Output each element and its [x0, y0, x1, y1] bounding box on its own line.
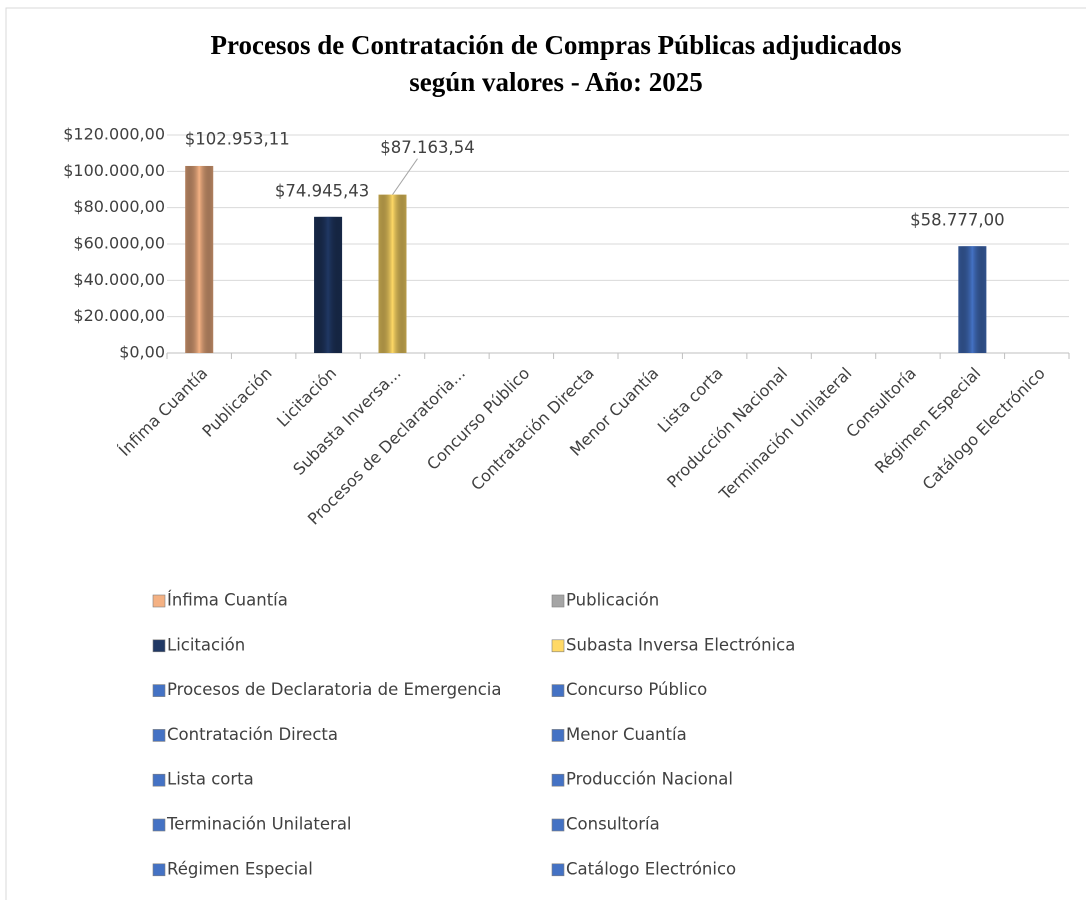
chart-frame [5, 7, 1086, 900]
legend-swatch [152, 729, 166, 742]
legend-label: Contratación Directa [167, 725, 338, 744]
y-tick-label: $80.000,00 [73, 197, 165, 216]
legend-swatch [551, 594, 565, 608]
data-label: $87.163,54 [380, 138, 474, 157]
x-tick-label: Catálogo Electrónico [919, 364, 1049, 494]
legend-swatch [551, 773, 565, 787]
bar-shade [378, 194, 407, 353]
y-tick-label: $60.000,00 [73, 234, 165, 253]
y-tick-label: $100.000,00 [63, 161, 165, 180]
legend-swatch [551, 729, 565, 742]
legend-swatch [152, 863, 166, 877]
legend-swatch [551, 818, 565, 832]
legend-label: Consultoría [566, 815, 660, 834]
legend-label: Concurso Público [566, 680, 707, 699]
legend-swatch [152, 773, 166, 787]
legend-label: Régimen Especial [167, 859, 313, 878]
data-label: $74.945,43 [275, 181, 369, 200]
x-tick-label: Terminación Unilateral [715, 364, 856, 505]
legend-label: Catálogo Electrónico [566, 859, 736, 878]
legend-label: Menor Cuantía [566, 725, 687, 744]
y-tick-label: $20.000,00 [73, 306, 165, 325]
legend-swatch [551, 684, 565, 697]
data-label: $102.953,11 [185, 129, 290, 148]
legend-swatch [152, 818, 166, 832]
legend-swatch [551, 863, 565, 877]
x-tick-label: Licitación [273, 364, 340, 431]
data-label: $58.777,00 [910, 211, 1004, 230]
bar-shade [314, 216, 343, 353]
legend-swatch [152, 639, 166, 653]
legend-label: Procesos de Declaratoria de Emergencia [167, 680, 501, 699]
x-tick-label: Contratación Directa [467, 364, 598, 495]
chart-title: Procesos de Contratación de Compras Públ… [210, 30, 901, 60]
legend-label: Ínfima Cuantía [167, 591, 288, 610]
legend-label: Licitación [167, 635, 245, 654]
bar-shade [958, 246, 987, 353]
legend-label: Terminación Unilateral [166, 815, 352, 834]
legend-swatch [551, 639, 565, 653]
legend-swatch [152, 684, 166, 697]
x-tick-label: Régimen Especial [871, 364, 984, 477]
x-tick-label: Producción Nacional [663, 364, 791, 492]
legend-swatch [152, 594, 166, 608]
leader-line [392, 158, 418, 195]
y-tick-label: $0,00 [119, 343, 165, 362]
legend-label: Producción Nacional [566, 770, 733, 789]
x-tick-label: Ínfima Cuantía [115, 364, 211, 460]
legend-label: Lista corta [167, 770, 254, 789]
y-tick-label: $120.000,00 [63, 125, 165, 144]
chart-title: según valores - Año: 2025 [409, 67, 703, 97]
y-tick-label: $40.000,00 [73, 270, 165, 289]
x-tick-label: Publicación [198, 364, 275, 441]
x-tick-label: Subasta Inversa... [289, 364, 404, 479]
legend-label: Publicación [566, 591, 659, 610]
bar-shade [185, 165, 214, 353]
legend-label: Subasta Inversa Electrónica [566, 635, 795, 654]
